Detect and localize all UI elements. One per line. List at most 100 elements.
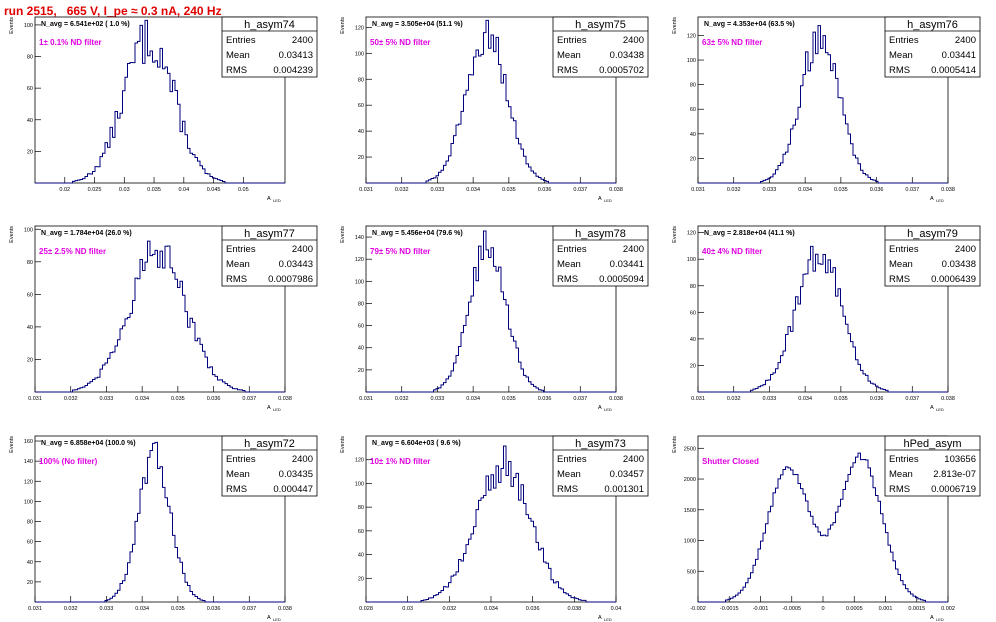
stats-mean-label: Mean (226, 50, 250, 61)
x-tick-label: 0.037 (573, 187, 587, 193)
stats-rms-value: 0.0006439 (931, 274, 976, 285)
y-tick-label: 20 (27, 357, 33, 363)
stats-title: hPed_asym (903, 438, 961, 450)
y-axis-label: Events (340, 436, 346, 453)
y-tick-label: 20 (358, 155, 364, 161)
y-tick-label: 80 (690, 83, 696, 89)
x-tick-label: 0.038 (941, 187, 955, 193)
stats-mean-value: 0.03443 (279, 259, 313, 270)
x-tick-label: -0.0015 (720, 606, 739, 612)
stats-mean-value: 0.03438 (942, 259, 976, 270)
stats-title: h_asym75 (575, 19, 626, 31)
plot-frame (34, 16, 286, 184)
x-tick-label: 0.036 (870, 396, 884, 402)
stats-rms-label: RMS (889, 274, 910, 285)
x-axis-label-subscript: LED (936, 617, 944, 622)
x-axis-label-subscript: LED (273, 617, 281, 622)
histogram-line (698, 452, 948, 603)
stats-entries-label: Entries (889, 244, 919, 255)
x-axis-label-subscript: LED (604, 617, 612, 622)
stats-rms-value: 0.0005094 (599, 274, 644, 285)
stats-mean-value: 2.813e-07 (933, 469, 976, 480)
histogram-line (35, 240, 285, 393)
stats-title: h_asym78 (575, 228, 626, 240)
stats-entries-label: Entries (226, 454, 256, 465)
stats-entries-label: Entries (557, 454, 587, 465)
y-tick-label: 120 (24, 479, 33, 485)
stats-entries-value: 2400 (292, 35, 313, 46)
histogram-line (35, 19, 285, 184)
y-axis-label: Events (340, 226, 346, 243)
y-tick-label: 60 (690, 107, 696, 113)
x-tick-label: 0.032 (727, 396, 741, 402)
filter-annotation: 10± 1% ND filter (370, 457, 430, 466)
x-axis-label: A (930, 196, 934, 202)
stats-entries-value: 2400 (623, 244, 644, 255)
y-tick-label: 20 (690, 363, 696, 369)
x-tick-label: 0.034 (135, 606, 149, 612)
stats-entries-label: Entries (557, 35, 587, 46)
y-tick-label: 60 (358, 324, 364, 330)
plot-frame (34, 225, 286, 393)
y-tick-label: 500 (687, 569, 696, 575)
histogram-line (366, 230, 616, 393)
stats-entries-label: Entries (889, 454, 919, 465)
plot-frame (34, 435, 286, 603)
stats-box (884, 16, 981, 78)
x-tick-label: 0.034 (798, 187, 812, 193)
stats-entries-value: 2400 (623, 454, 644, 465)
stats-mean-label: Mean (889, 50, 913, 61)
stats-entries-label: Entries (226, 35, 256, 46)
y-tick-label: 20 (690, 156, 696, 162)
stats-entries-label: Entries (226, 244, 256, 255)
stats-box (884, 435, 981, 497)
y-tick-label: 100 (687, 58, 696, 64)
x-tick-label: -0.001 (753, 606, 769, 612)
x-tick-label: 0.035 (171, 606, 185, 612)
y-tick-label: 80 (27, 520, 33, 526)
histogram-panel-hPed_asym: 500 1000 1500 2000 2500 -0.002 -0.0015 -0.001 -0… (672, 435, 981, 622)
stats-rms-value: 0.001301 (604, 484, 644, 495)
y-tick-label: 60 (358, 103, 364, 109)
stats-mean-value: 0.03457 (610, 469, 644, 480)
filter-annotation: 63± 5% ND filter (702, 38, 762, 47)
x-tick-label: 0.028 (359, 606, 373, 612)
x-tick-label: 0.034 (466, 396, 480, 402)
navg-label: N_avg = 3.505e+04 (51.1 %) (372, 21, 463, 28)
x-axis-label: A (598, 405, 602, 411)
histogram-line (366, 19, 616, 184)
histogram-panel-h_asym77: 20 40 60 80 100 0.031 0.032 0.033 0.034 0.035 0.03… (9, 225, 318, 412)
x-tick-label: 0.032 (64, 606, 78, 612)
x-tick-label: 0.04 (611, 606, 622, 612)
stats-mean-label: Mean (557, 50, 581, 61)
stats-box (221, 435, 318, 497)
y-tick-label: 20 (27, 149, 33, 155)
x-tick-label: 0.034 (798, 396, 812, 402)
x-tick-label: 0.032 (395, 187, 409, 193)
stats-mean-label: Mean (226, 259, 250, 270)
x-tick-label: 0.033 (100, 396, 114, 402)
y-axis-label: Events (9, 226, 15, 243)
x-tick-label: 0.036 (526, 606, 540, 612)
x-axis-label: A (267, 196, 271, 202)
x-tick-label: 0.035 (834, 187, 848, 193)
stats-rms-label: RMS (557, 274, 578, 285)
stats-title: h_asym79 (907, 228, 958, 240)
y-tick-label: 40 (690, 132, 696, 138)
filter-annotation: Shutter Closed (702, 457, 759, 466)
stats-title: h_asym72 (244, 438, 295, 450)
x-tick-label: 0.037 (242, 396, 256, 402)
x-tick-label: 0 (821, 606, 824, 612)
y-tick-label: 120 (355, 257, 364, 263)
x-tick-label: 0.036 (870, 187, 884, 193)
x-tick-label: 0.037 (242, 606, 256, 612)
stats-box (552, 225, 649, 287)
x-tick-label: 0.045 (207, 187, 221, 193)
stats-title: h_asym77 (244, 228, 295, 240)
x-axis-label: A (267, 405, 271, 411)
filter-annotation: 25± 2.5% ND filter (39, 247, 106, 256)
stats-mean-value: 0.03438 (610, 50, 644, 61)
y-tick-label: 120 (355, 25, 364, 31)
navg-label: N_avg = 6.858e+04 (100.0 %) (41, 440, 136, 447)
x-tick-label: 0.038 (567, 606, 581, 612)
